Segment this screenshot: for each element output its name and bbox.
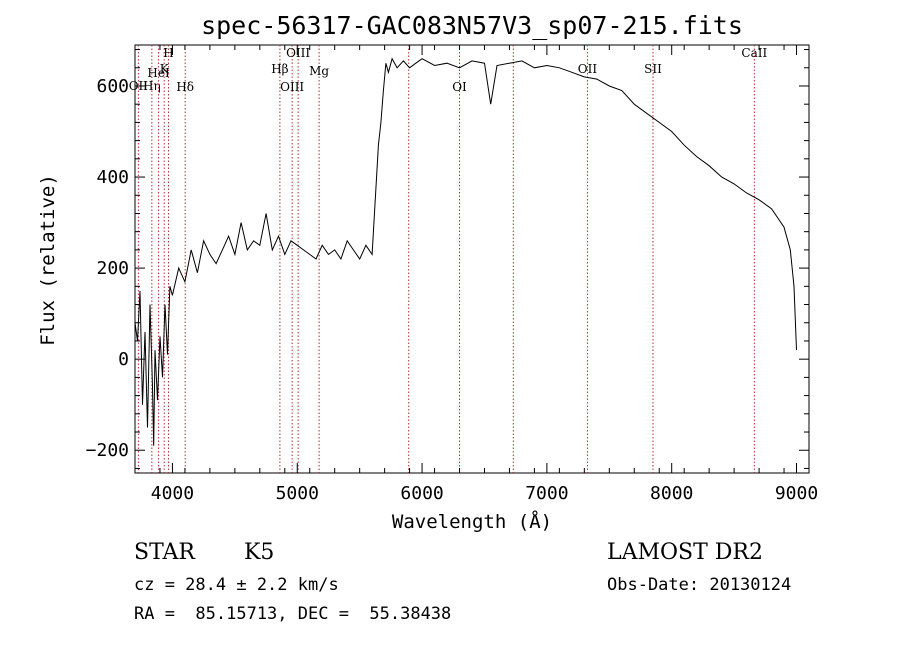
y-tick-label: 400	[96, 167, 129, 188]
x-axis-label: Wavelength (Å)	[392, 510, 552, 533]
line-marker-label: Hβ	[271, 62, 288, 76]
axis-ticks: 4000 5000 6000 7000 8000 9000 −200 0 200 400 600	[86, 45, 818, 504]
line-marker-label: H	[163, 46, 173, 60]
x-tick-label: 4000	[151, 483, 194, 504]
line-marker-label: Hδ	[176, 80, 194, 94]
line-marker-label: OIII	[286, 46, 310, 60]
y-tick-label: 600	[96, 76, 129, 97]
x-tick-label: 9000	[775, 483, 818, 504]
x-tick-label: 8000	[650, 483, 693, 504]
x-tick-label: 7000	[525, 483, 568, 504]
redshift-value: cz = 28.4 ± 2.2 km/s	[134, 575, 339, 595]
spectrum-line	[134, 57, 797, 446]
x-tick-label: 5000	[276, 483, 319, 504]
y-tick-label: −200	[86, 440, 129, 461]
coordinates: RA = 85.15713, DEC = 55.38438	[134, 604, 452, 624]
chart-title: spec-56317-GAC083N57V3_sp07-215.fits	[201, 11, 743, 40]
object-subclass: K5	[244, 540, 275, 565]
line-marker-label: SII	[644, 62, 662, 76]
line-marker-label: K	[160, 62, 170, 76]
plot-frame	[134, 44, 810, 474]
x-tick-label: 6000	[400, 483, 443, 504]
line-marker-label: Mg	[309, 64, 329, 78]
line-marker-label: OII	[578, 62, 598, 76]
line-marker-label: Hη	[143, 79, 161, 93]
y-axis-label: Flux (relative)	[37, 174, 59, 346]
survey-name: LAMOST DR2	[607, 540, 763, 565]
y-tick-label: 0	[118, 349, 129, 370]
object-class: STAR	[134, 540, 195, 565]
y-tick-label: 200	[96, 258, 129, 279]
line-marker-label: OI	[452, 80, 467, 94]
line-marker-label: OIII	[280, 80, 304, 94]
observation-date: Obs-Date: 20130124	[607, 575, 792, 595]
line-marker-label: CaII	[741, 46, 767, 60]
